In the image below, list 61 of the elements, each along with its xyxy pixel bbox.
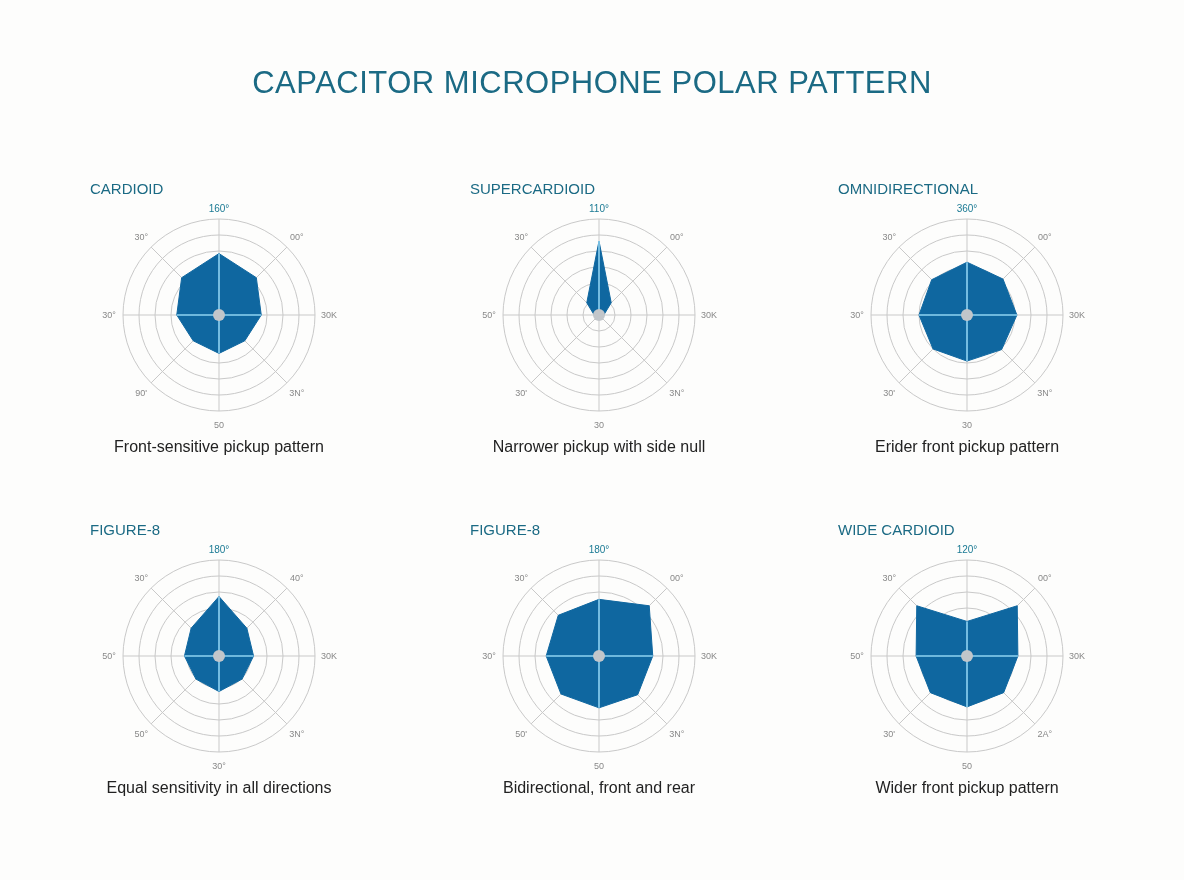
spoke-label: 3N°	[289, 728, 305, 739]
spoke-label: 50°	[482, 310, 497, 321]
spoke-label: 40°	[289, 573, 304, 584]
spoke-label: 30	[593, 420, 605, 431]
spoke-label: 110°	[589, 203, 609, 214]
spoke-label: 2A°	[1037, 728, 1053, 739]
spoke-label: 30°	[212, 761, 227, 772]
text: Wider front pickup pattern	[875, 779, 1059, 796]
chart-title: SUPERCARDIOID	[470, 180, 596, 197]
spoke-label: 50'	[515, 728, 528, 739]
spoke-label: 00°	[669, 232, 684, 243]
spoke-label: 30°	[850, 310, 865, 321]
spoke-label: 3N°	[669, 728, 685, 739]
spoke-label: 50	[961, 761, 973, 772]
text: Equal sensitivity in all directions	[106, 779, 332, 796]
spoke-label: 180°	[208, 544, 230, 555]
spoke-label: 30	[961, 420, 973, 431]
spoke-label: 30°	[134, 232, 149, 243]
spoke-label: 30'	[515, 387, 528, 398]
spoke-label: 120°	[956, 544, 978, 555]
chart-title: FIGURE-8	[90, 521, 161, 538]
spoke-label: 360°	[956, 203, 978, 214]
spoke-label: 30K	[320, 310, 338, 321]
spoke-label: 50°	[102, 651, 117, 662]
spoke-label: 90'	[135, 387, 148, 398]
spoke-label: 00°	[669, 573, 684, 584]
spoke-label: 30°	[882, 573, 897, 584]
spoke-label: 30K	[700, 651, 718, 662]
spoke-label: 00°	[289, 232, 304, 243]
spoke-label: 3N°	[669, 387, 685, 398]
spoke-label: 30'	[883, 387, 896, 398]
spoke-label: 30°	[514, 232, 529, 243]
spoke-label: 30°	[134, 573, 149, 584]
spoke-label: 3N°	[289, 387, 305, 398]
spoke-label: 180°	[588, 544, 610, 555]
spoke-label: 30K	[1068, 310, 1086, 321]
text: Erider front pickup pattern	[874, 438, 1060, 455]
spoke-label: 3N°	[1037, 387, 1053, 398]
spoke-label: 50°	[134, 728, 149, 739]
spoke-label: 30°	[882, 232, 897, 243]
spoke-label: 50°	[850, 651, 865, 662]
chart-title: CARDIOID	[90, 180, 164, 197]
spoke-label: 30K	[1068, 651, 1086, 662]
spoke-label: 30°	[514, 573, 529, 584]
text: Narrower pickup with side null	[492, 438, 706, 455]
spoke-label: 30°	[482, 651, 497, 662]
spoke-label: 30'	[883, 728, 896, 739]
spoke-label: 30°	[102, 310, 117, 321]
chart-title: OMNIDIRECTIONAL	[838, 180, 979, 197]
chart-title: WIDE CARDIOID	[838, 521, 955, 538]
spoke-label: 50	[213, 420, 225, 431]
text: CAPACITOR MICROPHONE POLAR PATTERN	[252, 65, 932, 100]
spoke-label: 30K	[700, 310, 718, 321]
spoke-label: 30K	[320, 651, 338, 662]
spoke-label: 00°	[1037, 232, 1052, 243]
text: Bidirectional, front and rear	[502, 779, 696, 796]
spoke-label: 50	[593, 761, 605, 772]
text: Front-sensitive pickup pattern	[114, 438, 324, 455]
spoke-label: 160°	[208, 203, 230, 214]
chart-title: FIGURE-8	[470, 521, 541, 538]
spoke-label: 00°	[1037, 573, 1052, 584]
